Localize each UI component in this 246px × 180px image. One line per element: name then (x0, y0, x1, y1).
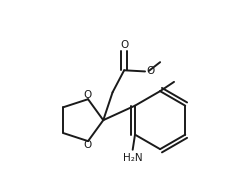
Text: H₂N: H₂N (123, 153, 142, 163)
Text: O: O (83, 90, 92, 100)
Text: O: O (83, 140, 92, 150)
Text: O: O (146, 66, 154, 76)
Text: O: O (120, 40, 128, 50)
